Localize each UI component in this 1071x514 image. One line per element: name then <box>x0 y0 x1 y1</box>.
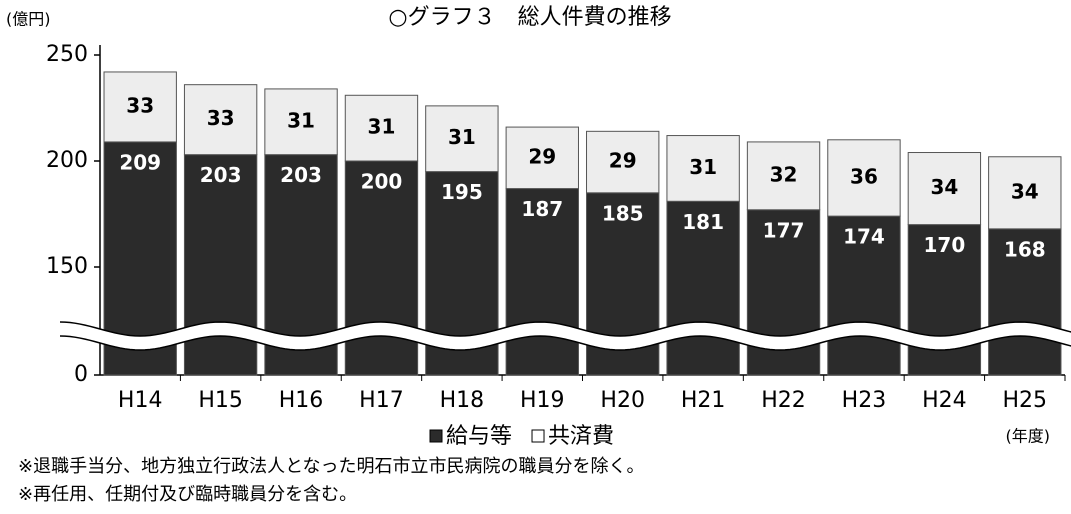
bar-segment <box>264 88 338 156</box>
bar-segment <box>183 84 258 156</box>
data-label: 33 <box>126 93 154 117</box>
data-label: 33 <box>207 106 235 130</box>
chart-title: ○グラフ３ 総人件費の推移 <box>388 5 671 30</box>
bar-segment <box>988 228 1062 376</box>
bar-segment <box>425 105 499 173</box>
x-tick-label: H19 <box>520 388 565 413</box>
data-label: 185 <box>602 201 644 225</box>
x-tick-label: H21 <box>681 388 726 413</box>
x-tick-label: H22 <box>761 388 806 413</box>
x-tick-label: H18 <box>440 388 485 413</box>
bar-segment <box>907 152 982 226</box>
y-tick-label: 0 <box>74 362 88 387</box>
x-tick-label: H25 <box>1003 388 1048 413</box>
bar-segment <box>746 141 821 211</box>
bar-segment <box>344 94 419 162</box>
data-label: 174 <box>843 225 885 249</box>
x-tick-label: H17 <box>359 388 404 413</box>
bar-segment <box>586 130 660 194</box>
note: ※再任用、任期付及び臨時職員分を含む。 <box>18 484 357 505</box>
data-label: 32 <box>770 162 798 186</box>
bar-segment <box>827 215 901 376</box>
legend-swatch <box>531 429 545 443</box>
data-label: 29 <box>609 149 637 173</box>
data-label: 200 <box>361 170 403 194</box>
data-label: 170 <box>924 233 966 257</box>
x-tick-label: H24 <box>922 388 967 413</box>
data-label: 31 <box>368 115 396 139</box>
y-tick-label: 200 <box>46 148 88 173</box>
data-label: 34 <box>1011 179 1039 203</box>
x-tick-label: H16 <box>279 388 324 413</box>
x-tick-label: H15 <box>198 388 243 413</box>
data-label: 177 <box>763 218 805 242</box>
bar-segment <box>505 188 579 376</box>
data-label: 29 <box>528 144 556 168</box>
data-label: 203 <box>280 163 322 187</box>
bar-segment <box>827 139 901 217</box>
bar-segment <box>183 154 258 376</box>
x-tick-label: H23 <box>842 388 887 413</box>
bar-segment <box>505 126 579 190</box>
x-tick-label: H20 <box>600 388 645 413</box>
note: ※退職手当分、地方独立行政法人となった明石市立市民病院の職員分を除く。 <box>18 456 645 477</box>
data-label: 195 <box>441 180 483 204</box>
legend-label: 共済費 <box>548 424 614 449</box>
data-label: 31 <box>448 125 476 149</box>
data-label: 31 <box>287 108 315 132</box>
axis-break-line <box>59 321 1071 337</box>
data-label: 36 <box>850 164 878 188</box>
x-tick-label: H14 <box>118 388 163 413</box>
bar-segment <box>666 200 740 376</box>
legend-label: 給与等 <box>446 424 512 449</box>
bar-segment <box>666 135 740 202</box>
data-label: 34 <box>930 175 958 199</box>
data-label: 181 <box>682 210 724 234</box>
axis-break-line <box>59 335 1071 351</box>
y-unit: (億円) <box>6 10 51 29</box>
data-label: 187 <box>521 197 563 221</box>
bar-segment <box>103 71 177 143</box>
y-tick-label: 250 <box>46 42 88 67</box>
data-label: 168 <box>1004 237 1046 261</box>
y-tick-label: 150 <box>46 254 88 279</box>
x-unit: (年度) <box>1006 427 1051 446</box>
legend-swatch <box>429 429 443 443</box>
data-label: 31 <box>689 155 717 179</box>
data-label: 203 <box>200 163 242 187</box>
bar-segment <box>988 156 1062 230</box>
data-label: 209 <box>119 150 161 174</box>
